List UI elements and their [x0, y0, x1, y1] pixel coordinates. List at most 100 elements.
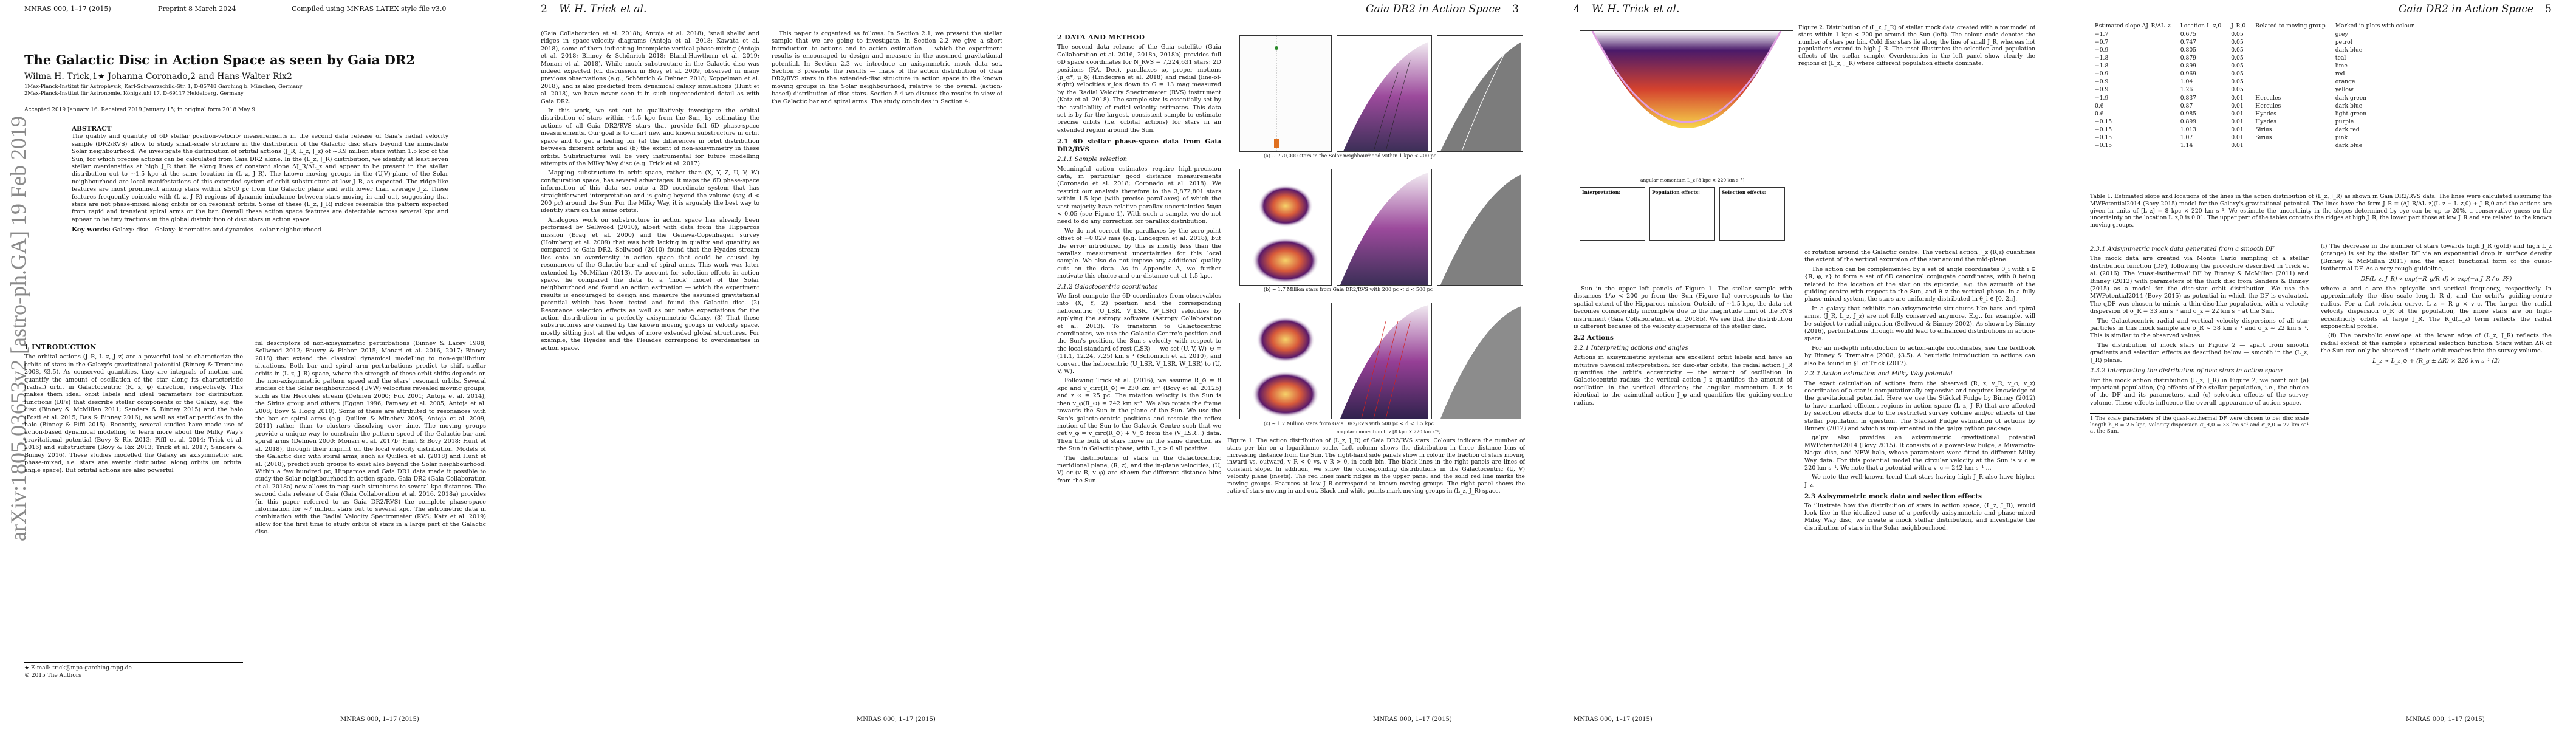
figure-1: (a) ~ 770,000 stars in the Solar neighbo… [1227, 23, 1531, 533]
abstract-heading: ABSTRACT [72, 125, 112, 132]
table-row: −0.15 1.07 0.01 Sirius pink [2090, 134, 2419, 142]
paragraph: Meaningful action estimates require high… [1057, 165, 1221, 225]
column-right: of rotation around the Galactic centre. … [1804, 249, 2035, 705]
section-heading: 1 INTRODUCTION [24, 343, 97, 351]
paragraph: Mapping substructure in orbit space, rat… [541, 169, 759, 214]
table-cell: 0.05 [2231, 63, 2244, 69]
table-cell [2250, 70, 2331, 78]
table-cell: 0.747 [2180, 39, 2197, 46]
table-cell: 0.05 [2231, 70, 2244, 77]
table-cell: 0.6 [2095, 111, 2104, 117]
table-cell [2250, 54, 2331, 62]
paragraph: where a and c are the epicyclic and vert… [2321, 286, 2552, 330]
page-footer: MNRAS 000, 1–17 (2015) [1574, 716, 1653, 723]
table-cell: 0.675 [2180, 31, 2197, 38]
caption-text: Figure 2. Distribution of (L_z, J_R) of … [1798, 24, 2035, 67]
paragraph: The exact calculation of actions from th… [1804, 380, 2035, 432]
page-3: Gaia DR2 in Action Space 3 2 DATA AND ME… [1033, 0, 1537, 729]
footnote: 1 The scale parameters of the quasi-isot… [2090, 413, 2309, 435]
table-cell [2250, 142, 2331, 149]
page-header: 2 W. H. Trick et al. [541, 3, 1002, 17]
column-left: Sun in the upper left panels of Figure 1… [1574, 286, 1792, 705]
paragraph: (Gaia Collaboration et al. 2018b; Antoja… [541, 30, 759, 105]
table-row: −0.9 1.04 0.05 orange [2090, 78, 2419, 86]
running-authors: W. H. Trick et al. [1592, 3, 1680, 15]
subsubsection-heading: 2.1.1 Sample selection [1057, 156, 1128, 163]
column-left: 1 INTRODUCTION The orbital actions (J_R,… [24, 340, 243, 711]
table-cell [2250, 46, 2331, 54]
table-cell: teal [2335, 55, 2346, 61]
page-number: 4 [1574, 3, 1580, 15]
running-title: Gaia DR2 in Action Space [2398, 3, 2533, 15]
table-cell: 0.01 [2231, 142, 2244, 149]
plot-b-inout [1437, 169, 1523, 286]
table-cell: 0.985 [2180, 111, 2197, 117]
table-header-cell: Related to moving group [2250, 22, 2331, 30]
table-row: −0.9 0.969 0.05 red [2090, 70, 2419, 78]
page-footer: MNRAS 000, 1–17 (2015) [2406, 716, 2485, 723]
affiliation-2: 2Max-Planck-Institut für Astronomie, Kön… [24, 91, 244, 97]
paper-title: The Galactic Disc in Action Space as see… [24, 52, 415, 67]
page-number: 2 [541, 3, 547, 15]
table-header-row: Estimated slope ΔJ_R/ΔL_z Location L_z,0 J… [2090, 22, 2419, 30]
plot-a-density [1337, 35, 1432, 152]
table-cell: dark blue [2335, 47, 2363, 53]
table-1-caption: Table 1. Estimated slope and locations o… [2090, 193, 2552, 229]
table-cell: 0.01 [2231, 95, 2244, 101]
table-cell: 0.01 [2231, 103, 2244, 109]
paragraph: The mock data are created via Monte Carl… [2090, 255, 2309, 315]
subsection-heading: 2.1 6D stellar phase-space data from Gai… [1057, 138, 1221, 153]
subsection-heading: 2.3 Axisymmetric mock data and selection… [1804, 493, 1982, 501]
keywords: Key words: Galaxy: disc – Galaxy: kinema… [72, 226, 321, 234]
table-cell: −0.15 [2095, 126, 2112, 133]
paragraph: The second data release of the Gaia sate… [1057, 44, 1221, 134]
subcaption-a: (a) ~ 770,000 stars in the Solar neighbo… [1264, 153, 1437, 159]
table-cell: 1.14 [2180, 142, 2193, 149]
table-cell: Hyades [2255, 111, 2276, 117]
page-2: 2 W. H. Trick et al. (Gaia Collaboration… [516, 0, 1021, 729]
figure-2: angular momentum L_z [8 kpc × 220 km s⁻¹… [1574, 24, 1798, 279]
figure-2-caption: Figure 2. Distribution of (L_z, J_R) of … [1798, 24, 2035, 237]
page-1: MNRAS 000, 1–17 (2015) Preprint 8 March … [0, 0, 504, 729]
paragraph: of rotation around the Galactic centre. … [1804, 249, 2035, 264]
legend-population: Population effects: [1649, 187, 1715, 241]
table-cell: −1.8 [2095, 63, 2109, 69]
paragraph: We note the well-known trend that stars … [1804, 474, 2035, 488]
table-cell: 0.879 [2180, 55, 2197, 61]
subsubsection-heading: 2.2.1 Interpreting actions and angles [1574, 344, 1688, 352]
equation-1: DF(L_z, J_R) ∝ exp(−R_g/R_d) × exp(−κ J_… [2360, 275, 2512, 282]
table-row: 0.6 0.87 0.01 Hercules dark blue [2090, 102, 2419, 110]
table-cell: 1.013 [2180, 126, 2197, 133]
table-header-cell: Marked in plots with colour [2330, 22, 2419, 30]
column-left: (Gaia Collaboration et al. 2018b; Antoja… [541, 30, 759, 705]
table-cell: lime [2335, 63, 2348, 69]
table-cell: 0.899 [2180, 63, 2197, 69]
paragraph: Analogous work on substructure in action… [541, 216, 759, 352]
table-cell: 0.805 [2180, 47, 2197, 53]
author-list: Wilma H. Trick,1★ Johanna Coronado,2 and… [24, 72, 292, 81]
table-cell: −0.15 [2095, 142, 2112, 149]
x-axis-label: angular momentum L_z [8 kpc × 220 km s⁻¹… [1640, 177, 1745, 183]
equation-2: L_z ≈ L_z,⊙ + (R_g ± ΔR) × 220 km s⁻¹ (2… [2372, 357, 2500, 364]
journal-ref: MNRAS 000, 1–17 (2015) [24, 5, 111, 13]
table-cell: Hercules [2255, 95, 2281, 101]
page-header: 4 W. H. Trick et al. [1574, 3, 2035, 17]
paragraph: ful descriptors of non-axisymmetric pert… [255, 340, 486, 536]
table-row: −0.7 0.747 0.05 petrol [2090, 38, 2419, 46]
page-footer: MNRAS 000, 1–17 (2015) [1373, 716, 1452, 723]
table-header-cell: Estimated slope ΔJ_R/ΔL_z [2090, 22, 2176, 30]
table-cell: −1.9 [2095, 95, 2109, 101]
subcaption-b: (b) ~ 1.7 Million stars from Gaia DR2/RV… [1264, 287, 1433, 292]
paragraph: Sun in the upper left panels of Figure 1… [1574, 286, 1792, 330]
table-row: −0.15 1.013 0.01 Sirius dark red [2090, 126, 2419, 134]
paragraph: Actions in axisymmetric systems are exce… [1574, 354, 1792, 406]
plot-b-density [1337, 169, 1432, 286]
mock-density-plot [1580, 30, 1793, 177]
affiliations: 1Max-Planck-Institut für Astrophysik, Ka… [24, 84, 302, 97]
table-cell: 0.01 [2231, 118, 2244, 125]
plot-a-inout [1437, 35, 1523, 152]
paragraph: For an in-depth introduction to action-a… [1804, 344, 2035, 367]
page-footer: MNRAS 000, 1–17 (2015) [857, 716, 936, 723]
plot-c-inout [1437, 303, 1523, 419]
table-cell: 0.01 [2231, 126, 2244, 133]
